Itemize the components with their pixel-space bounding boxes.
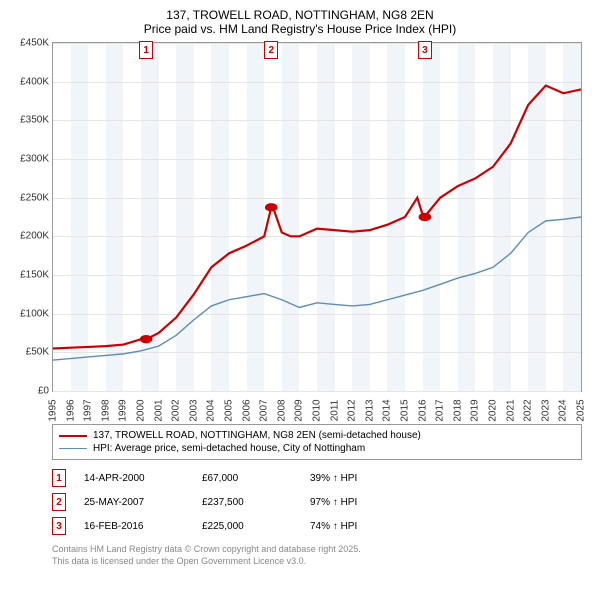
- x-axis-tick: 2022: [523, 399, 534, 421]
- series-marker: [265, 203, 278, 211]
- line-svg: [53, 43, 581, 391]
- legend-swatch: [59, 448, 87, 449]
- x-axis-tick: 2006: [241, 399, 252, 421]
- event-row: 2 25-MAY-2007 £237,500 97% ↑ HPI: [52, 490, 582, 514]
- x-axis-tick: 1998: [100, 399, 111, 421]
- event-price: £225,000: [202, 521, 292, 532]
- event-date: 14-APR-2000: [84, 473, 184, 484]
- x-axis-tick: 2002: [171, 399, 182, 421]
- events-table: 1 14-APR-2000 £67,000 39% ↑ HPI 2 25-MAY-2007…: [52, 466, 582, 538]
- event-marker: 1: [139, 41, 153, 59]
- x-axis-tick: 1996: [65, 399, 76, 421]
- event-hpi: 39% ↑ HPI: [310, 473, 582, 484]
- x-axis-tick: 2007: [259, 399, 270, 421]
- x-axis-tick: 2010: [312, 399, 323, 421]
- x-axis-tick: 2012: [347, 399, 358, 421]
- event-hpi: 74% ↑ HPI: [310, 521, 582, 532]
- x-axis-tick: 2023: [540, 399, 551, 421]
- x-axis-tick: 2014: [382, 399, 393, 421]
- x-axis-tick: 2024: [558, 399, 569, 421]
- y-axis-tick: £450K: [20, 38, 53, 49]
- x-axis-tick: 2019: [470, 399, 481, 421]
- y-axis-tick: £100K: [20, 308, 53, 319]
- event-hpi: 97% ↑ HPI: [310, 497, 582, 508]
- grid-line-h: [53, 391, 581, 392]
- series-line: [53, 86, 581, 349]
- x-axis-tick: 2013: [364, 399, 375, 421]
- x-axis-tick: 1999: [118, 399, 129, 421]
- event-row: 3 16-FEB-2016 £225,000 74% ↑ HPI: [52, 514, 582, 538]
- y-axis-tick: £150K: [20, 270, 53, 281]
- x-axis-tick: 2020: [488, 399, 499, 421]
- event-date: 25-MAY-2007: [84, 497, 184, 508]
- x-axis-tick: 2015: [400, 399, 411, 421]
- attribution-line: This data is licensed under the Open Gov…: [52, 556, 582, 568]
- x-axis-tick: 2008: [276, 399, 287, 421]
- legend: 137, TROWELL ROAD, NOTTINGHAM, NG8 2EN (…: [52, 424, 582, 460]
- series-marker: [140, 335, 153, 343]
- event-number: 2: [52, 493, 66, 511]
- x-axis-tick: 1997: [83, 399, 94, 421]
- series-line: [53, 217, 581, 360]
- legend-swatch: [59, 435, 87, 437]
- x-axis-tick: 2000: [136, 399, 147, 421]
- x-axis-tick: 2005: [224, 399, 235, 421]
- y-axis-tick: £250K: [20, 192, 53, 203]
- event-row: 1 14-APR-2000 £67,000 39% ↑ HPI: [52, 466, 582, 490]
- event-price: £237,500: [202, 497, 292, 508]
- attribution: Contains HM Land Registry data © Crown c…: [52, 544, 582, 567]
- x-axis-tick: 2017: [435, 399, 446, 421]
- plot-region: £0£50K£100K£150K£200K£250K£300K£350K£400…: [52, 42, 582, 392]
- y-axis-tick: £0: [38, 386, 53, 397]
- x-axis-tick: 2004: [206, 399, 217, 421]
- chart-subtitle: Price paid vs. HM Land Registry's House …: [12, 22, 588, 36]
- attribution-line: Contains HM Land Registry data © Crown c…: [52, 544, 582, 556]
- event-price: £67,000: [202, 473, 292, 484]
- legend-label: 137, TROWELL ROAD, NOTTINGHAM, NG8 2EN (…: [93, 430, 421, 441]
- x-axis-tick: 2025: [576, 399, 587, 421]
- legend-row: HPI: Average price, semi-detached house,…: [59, 442, 575, 455]
- event-marker: 3: [418, 41, 432, 59]
- chart-title: 137, TROWELL ROAD, NOTTINGHAM, NG8 2EN: [12, 8, 588, 22]
- x-axis-tick: 2009: [294, 399, 305, 421]
- chart-area: £0£50K£100K£150K£200K£250K£300K£350K£400…: [52, 42, 582, 422]
- y-axis-tick: £200K: [20, 231, 53, 242]
- event-date: 16-FEB-2016: [84, 521, 184, 532]
- x-axis-tick: 2016: [417, 399, 428, 421]
- legend-label: HPI: Average price, semi-detached house,…: [93, 443, 365, 454]
- x-axis-tick: 2021: [505, 399, 516, 421]
- event-number: 1: [52, 469, 66, 487]
- x-axis-tick: 1995: [48, 399, 59, 421]
- series-marker: [419, 213, 432, 221]
- legend-row: 137, TROWELL ROAD, NOTTINGHAM, NG8 2EN (…: [59, 429, 575, 442]
- x-axis-tick: 2003: [188, 399, 199, 421]
- y-axis-tick: £50K: [26, 347, 53, 358]
- event-number: 3: [52, 517, 66, 535]
- y-axis-tick: £400K: [20, 76, 53, 87]
- x-axis-tick: 2018: [452, 399, 463, 421]
- x-axis-tick: 2001: [153, 399, 164, 421]
- x-axis-tick: 2011: [329, 400, 340, 422]
- event-marker: 2: [264, 41, 278, 59]
- y-axis-tick: £300K: [20, 154, 53, 165]
- chart-container: 137, TROWELL ROAD, NOTTINGHAM, NG8 2EN P…: [0, 0, 600, 590]
- y-axis-tick: £350K: [20, 115, 53, 126]
